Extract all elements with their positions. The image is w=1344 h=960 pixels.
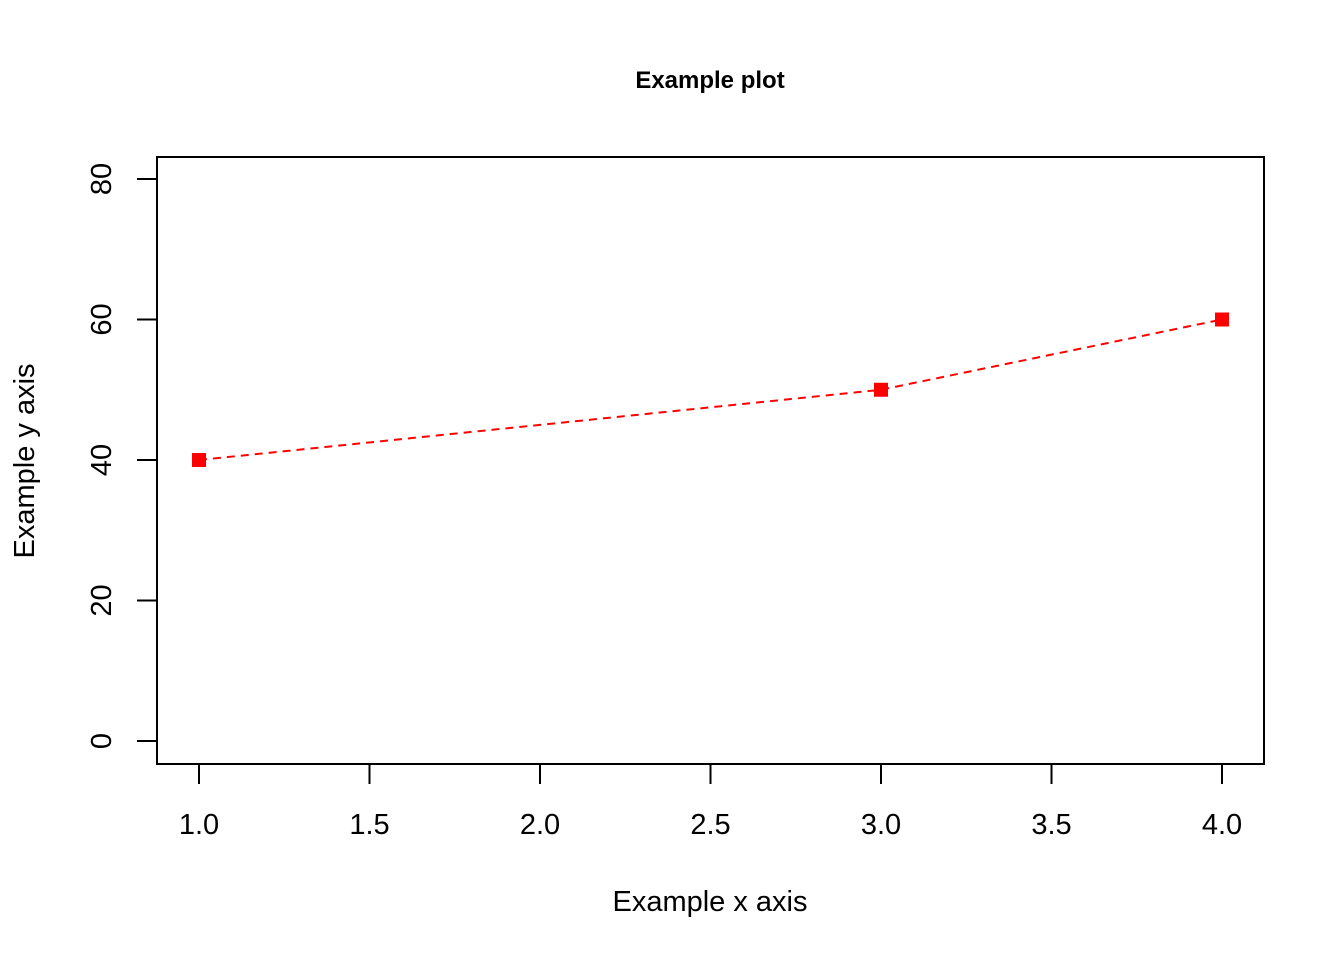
data-point (192, 453, 206, 467)
y-tick-label: 60 (86, 303, 118, 335)
x-tick-label: 4.0 (1202, 809, 1242, 841)
plot-frame (156, 156, 1265, 765)
series-layer (192, 312, 1229, 467)
x-tick-label: 1.5 (349, 809, 389, 841)
x-axis-label: Example x axis (612, 886, 807, 918)
x-tick-label: 1.0 (179, 809, 219, 841)
chart-title: Example plot (635, 67, 784, 94)
y-tick-label: 0 (86, 733, 118, 749)
y-axis-label: Example y axis (9, 363, 41, 558)
x-tick-label: 2.5 (690, 809, 730, 841)
y-tick-label: 40 (86, 444, 118, 476)
series-line (198, 318, 1223, 461)
y-tick-label: 20 (86, 584, 118, 616)
x-tick-label: 3.0 (861, 809, 901, 841)
x-axis: 1.0 1.5 2.0 2.5 3.0 3.5 4.0 (179, 763, 1242, 841)
y-axis: 0 20 40 60 80 (86, 163, 158, 749)
x-tick-label: 3.5 (1031, 809, 1071, 841)
y-tick-label: 80 (86, 163, 118, 195)
data-point (1215, 312, 1229, 327)
x-tick-label: 2.0 (520, 809, 560, 841)
data-point (874, 382, 888, 397)
